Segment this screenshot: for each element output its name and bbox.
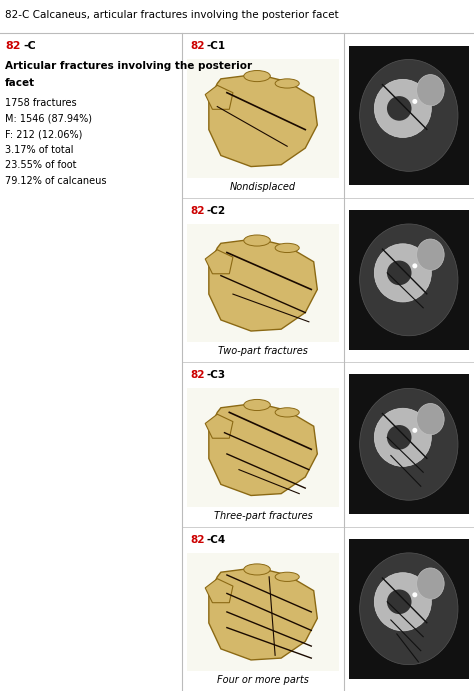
Ellipse shape — [417, 568, 444, 599]
Ellipse shape — [244, 235, 270, 246]
Circle shape — [413, 428, 417, 432]
Ellipse shape — [387, 96, 411, 121]
Text: 1758 fractures: 1758 fractures — [5, 98, 77, 108]
Text: Articular fractures involving the posterior: Articular fractures involving the poster… — [5, 61, 252, 71]
Ellipse shape — [387, 589, 411, 614]
Polygon shape — [205, 414, 233, 438]
Ellipse shape — [417, 239, 444, 270]
Bar — [349, 375, 469, 514]
Text: Four or more parts: Four or more parts — [217, 675, 309, 685]
Ellipse shape — [275, 572, 299, 581]
Ellipse shape — [374, 408, 431, 466]
Ellipse shape — [360, 59, 458, 171]
Polygon shape — [209, 567, 317, 660]
Bar — [187, 59, 339, 178]
Text: facet: facet — [5, 77, 35, 88]
Ellipse shape — [275, 408, 299, 417]
Text: 3.17% of total: 3.17% of total — [5, 144, 73, 155]
Text: 79.12% of calcaneus: 79.12% of calcaneus — [5, 176, 107, 186]
Polygon shape — [209, 403, 317, 495]
Text: -C: -C — [23, 41, 36, 51]
Polygon shape — [209, 74, 317, 167]
Bar — [187, 224, 339, 342]
Text: -C1: -C1 — [207, 41, 226, 51]
Ellipse shape — [244, 399, 270, 410]
Ellipse shape — [360, 388, 458, 500]
Text: -C3: -C3 — [207, 370, 226, 380]
Text: Three-part fractures: Three-part fractures — [214, 511, 312, 520]
Text: 23.55% of foot: 23.55% of foot — [5, 160, 76, 170]
Ellipse shape — [387, 425, 411, 450]
Ellipse shape — [374, 79, 431, 138]
Polygon shape — [205, 249, 233, 274]
Ellipse shape — [275, 79, 299, 88]
Text: -C4: -C4 — [207, 535, 226, 545]
Text: 82: 82 — [191, 370, 205, 380]
Ellipse shape — [374, 573, 431, 631]
Bar — [349, 539, 469, 679]
Circle shape — [413, 593, 417, 596]
Text: F: 212 (12.06%): F: 212 (12.06%) — [5, 129, 82, 139]
Text: 82: 82 — [5, 41, 20, 51]
Polygon shape — [205, 85, 233, 109]
Text: Nondisplaced: Nondisplaced — [230, 182, 296, 191]
Text: 82: 82 — [191, 41, 205, 51]
Text: M: 1546 (87.94%): M: 1546 (87.94%) — [5, 113, 92, 124]
Text: 82: 82 — [191, 535, 205, 545]
Bar — [187, 388, 339, 507]
Bar — [187, 553, 339, 671]
Ellipse shape — [244, 564, 270, 575]
Text: -C2: -C2 — [207, 206, 226, 216]
Ellipse shape — [360, 224, 458, 336]
Ellipse shape — [374, 244, 431, 302]
Ellipse shape — [387, 261, 411, 285]
Ellipse shape — [244, 70, 270, 82]
Ellipse shape — [417, 404, 444, 435]
Text: 82-C Calcaneus, articular fractures involving the posterior facet: 82-C Calcaneus, articular fractures invo… — [5, 10, 338, 20]
Polygon shape — [209, 238, 317, 331]
Text: Two-part fractures: Two-part fractures — [218, 346, 308, 356]
Ellipse shape — [275, 243, 299, 252]
Ellipse shape — [417, 75, 444, 106]
Bar — [349, 210, 469, 350]
Bar — [349, 46, 469, 185]
Circle shape — [413, 100, 417, 103]
Circle shape — [413, 264, 417, 267]
Text: 82: 82 — [191, 206, 205, 216]
Ellipse shape — [360, 553, 458, 665]
Polygon shape — [205, 578, 233, 603]
